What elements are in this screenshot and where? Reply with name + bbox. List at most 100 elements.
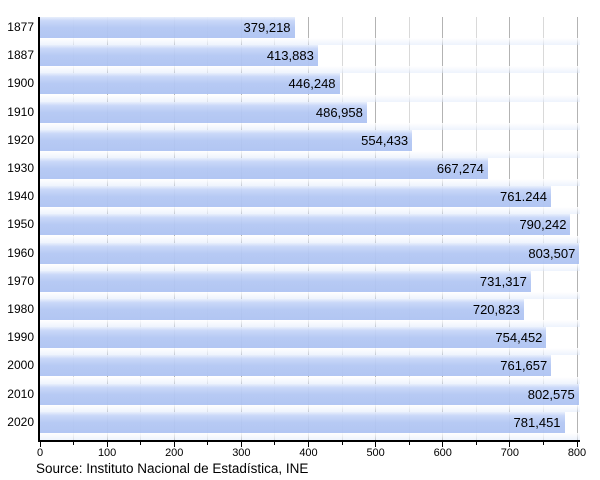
bar-value-label: 446,248 <box>288 76 336 92</box>
x-axis-minor-tick <box>475 442 477 445</box>
chart-row: 413,883 <box>40 45 580 74</box>
x-axis-tick-label: 400 <box>299 447 318 459</box>
bar: 790,242 <box>40 214 571 236</box>
year-label: 1930 <box>7 161 34 175</box>
year-label: 1970 <box>7 273 34 288</box>
bar-value-label: 761.244 <box>499 189 547 205</box>
bar-value-label: 803,507 <box>528 245 576 261</box>
x-axis-tick-label: 0 <box>36 447 44 459</box>
chart-row: 379,218 <box>40 17 580 46</box>
chart-row: 486,958 <box>40 101 580 130</box>
x-axis-tick-label: 800 <box>567 447 587 459</box>
chart-row: 781,451 <box>40 411 580 440</box>
bar: 761.244 <box>40 186 551 208</box>
source-caption: Source: Instituto Nacional de Estadístic… <box>36 461 309 476</box>
year-label: 1900 <box>7 76 34 91</box>
bar: 446,248 <box>40 73 340 95</box>
x-axis-tick-label: 200 <box>165 447 184 459</box>
year-label: 1990 <box>7 330 34 345</box>
row-shine <box>40 291 580 299</box>
plot-area: 379,218 413,883 446,248 486,958 554,433 667,2… <box>38 17 580 442</box>
bar-value-label: 486,958 <box>315 104 363 120</box>
bar-value-label: 790,242 <box>519 217 567 233</box>
bar-value-label: 720,823 <box>472 302 520 317</box>
chart-row: 754,452 <box>40 327 580 356</box>
year-label: 1940 <box>7 189 34 204</box>
x-axis-tick <box>576 442 578 447</box>
x-axis-tick-label: 500 <box>366 447 385 459</box>
year-label: 1887 <box>7 48 34 63</box>
year-label: 1910 <box>7 104 34 119</box>
year-label: 1877 <box>7 20 34 34</box>
chart-row: 790,242 <box>40 214 580 243</box>
chart-row: 667,274 <box>40 158 580 187</box>
year-label: 1960 <box>7 245 34 260</box>
year-label: 1980 <box>7 302 34 316</box>
x-axis-tick <box>39 442 41 447</box>
row-shine <box>40 263 580 271</box>
x-axis-minor-tick <box>274 442 276 445</box>
x-axis-minor-tick <box>140 442 142 445</box>
x-axis-tick <box>240 442 242 447</box>
x-axis-minor-tick <box>207 442 209 445</box>
bar: 802,575 <box>40 383 579 405</box>
bar: 803,507 <box>40 242 580 264</box>
x-axis-minor-tick <box>341 442 343 445</box>
year-label: 2020 <box>7 414 34 429</box>
row-shine <box>40 207 580 215</box>
bar: 754,452 <box>40 327 547 349</box>
row-shine <box>40 235 580 243</box>
x-axis-tick-label: 700 <box>500 447 520 459</box>
bar: 761,657 <box>40 355 552 377</box>
row-shine <box>40 66 580 74</box>
x-axis-tick-label: 300 <box>232 447 251 459</box>
bar: 554,433 <box>40 129 413 151</box>
bars-layer: 379,218 413,883 446,248 486,958 554,433 667,2… <box>40 17 580 440</box>
chart-row: 720,823 <box>40 299 580 328</box>
x-axis-tick-label: 100 <box>97 447 117 459</box>
x-axis-minor-tick <box>542 442 544 445</box>
x-axis-tick <box>375 442 377 447</box>
bar: 413,883 <box>40 45 318 67</box>
row-shine <box>40 38 580 46</box>
bar: 731,317 <box>40 270 531 292</box>
row-shine <box>40 404 580 412</box>
chart-row: 803,507 <box>40 242 580 271</box>
chart-row: 446,248 <box>40 73 580 102</box>
bar-value-label: 667,274 <box>436 161 484 176</box>
row-shine <box>40 320 580 328</box>
x-axis-tick <box>173 442 175 447</box>
bar: 667,274 <box>40 158 488 179</box>
bar-value-label: 802,575 <box>527 386 575 402</box>
row-shine <box>40 179 580 187</box>
x-axis-tick <box>509 442 511 447</box>
x-axis-minor-tick <box>73 442 75 445</box>
x-axis-minor-tick <box>408 442 410 445</box>
row-shine <box>40 376 580 384</box>
chart-row: 554,433 <box>40 129 580 158</box>
chart-row: 761.244 <box>40 186 580 215</box>
row-shine <box>40 122 580 130</box>
bar-value-label: 413,883 <box>266 48 314 64</box>
bar: 486,958 <box>40 101 367 123</box>
bar-value-label: 554,433 <box>361 132 409 148</box>
chart-row: 802,575 <box>40 383 580 412</box>
row-shine <box>40 94 580 102</box>
year-label: 2000 <box>7 358 34 373</box>
chart-row: 731,317 <box>40 270 580 299</box>
bar: 720,823 <box>40 299 524 320</box>
bar-value-label: 761,657 <box>500 358 548 374</box>
bar: 781,451 <box>40 411 565 433</box>
year-label: 1950 <box>7 217 34 232</box>
x-axis-tick <box>308 442 309 447</box>
x-axis-tick <box>106 442 108 447</box>
row-shine <box>40 348 580 356</box>
bar-value-label: 781,451 <box>513 414 561 430</box>
bar-value-label: 754,452 <box>495 330 543 346</box>
row-shine <box>40 150 580 158</box>
year-label: 2010 <box>7 386 34 401</box>
x-axis-tick <box>442 442 444 447</box>
gridline-major <box>576 17 578 440</box>
bar: 379,218 <box>40 17 295 38</box>
